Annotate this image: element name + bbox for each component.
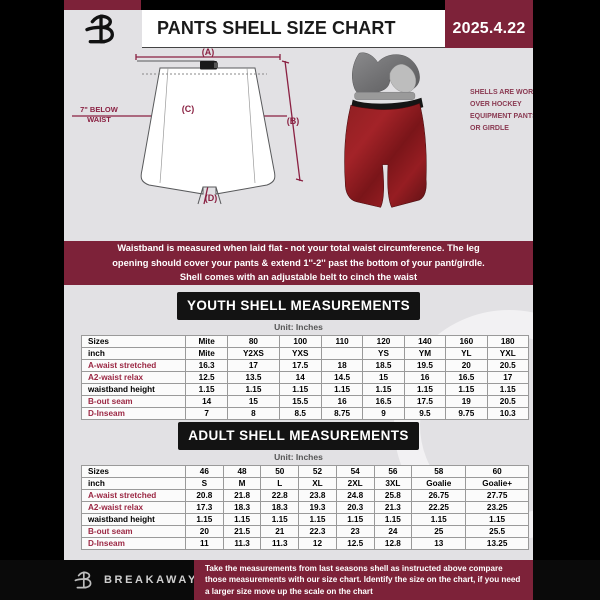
svg-text:(B): (B) xyxy=(287,116,300,126)
svg-text:WAIST: WAIST xyxy=(87,115,111,124)
svg-text:(D): (D) xyxy=(205,193,218,203)
svg-text:(C): (C) xyxy=(182,104,195,114)
svg-text:7" BELOW: 7" BELOW xyxy=(80,105,119,114)
svg-text:(A): (A) xyxy=(202,48,215,57)
